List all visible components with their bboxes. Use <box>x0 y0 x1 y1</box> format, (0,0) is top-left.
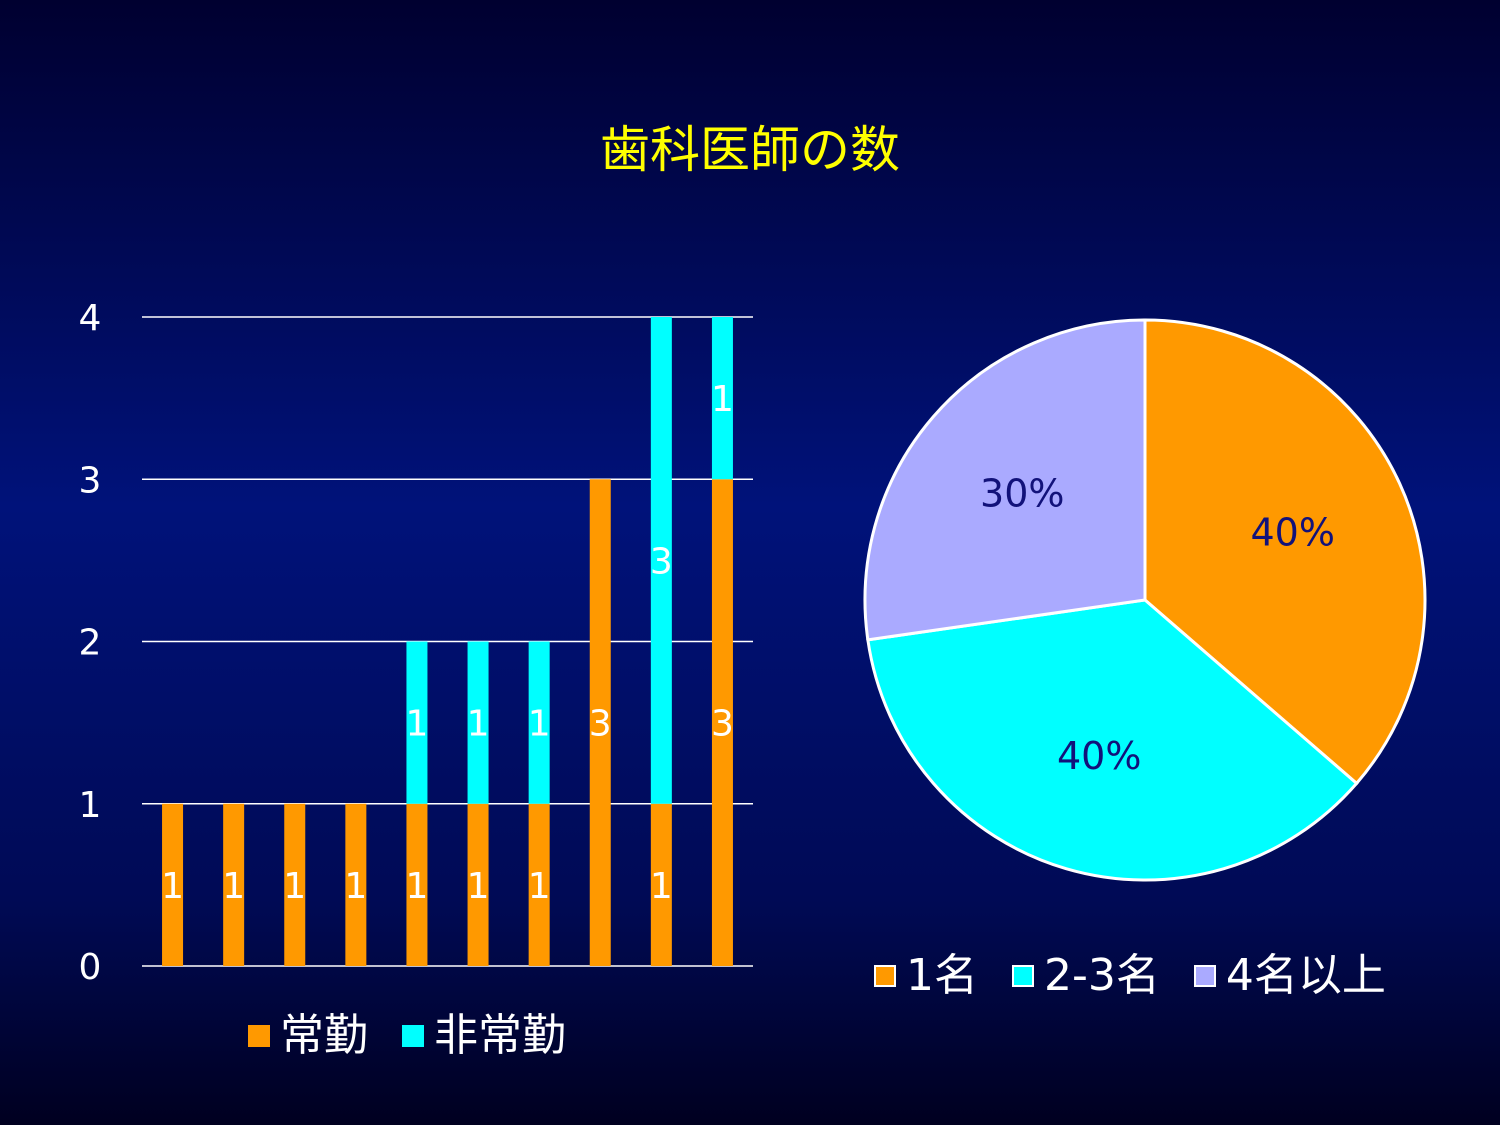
bar-segment-part-time <box>467 641 489 804</box>
pie-data-label: 40% <box>1057 734 1141 778</box>
legend-item-part-time: 非常勤 <box>402 1008 566 1064</box>
legend-swatch-one <box>874 965 896 987</box>
legend-label-two-three: 2-3名 <box>1044 950 1160 1001</box>
legend-label-full-time: 常勤 <box>280 1010 368 1061</box>
bar-segment-part-time <box>406 641 428 804</box>
legend-label-part-time: 非常勤 <box>434 1010 566 1061</box>
legend-swatch-four-plus <box>1193 965 1216 987</box>
bar-data-label: 1 <box>650 866 673 907</box>
bar-data-label: 1 <box>405 866 428 907</box>
chart-title: 歯科医師の数 <box>600 121 900 179</box>
legend-label-one: 1名 <box>906 950 978 1001</box>
legend-item-one: 1名 <box>874 948 978 1004</box>
bar-data-label: 1 <box>161 866 184 907</box>
pie-slice-2 <box>863 318 1147 642</box>
bar-segment-full-time <box>650 803 672 966</box>
y-tick-label: 0 <box>79 947 102 988</box>
bar-data-label: 1 <box>222 866 245 907</box>
bar-segment-full-time <box>406 803 428 966</box>
bar-segment-part-time <box>711 317 733 480</box>
bar-data-label: 1 <box>467 704 490 745</box>
bar-segment-full-time <box>345 803 367 966</box>
bar-segment-full-time <box>589 479 611 966</box>
bar-data-label: 1 <box>467 866 490 907</box>
legend-label-four-plus: 4名以上 <box>1225 950 1386 1001</box>
bar-data-label: 3 <box>589 704 612 745</box>
y-tick-label: 1 <box>79 785 102 826</box>
legend-swatch-part-time <box>402 1025 424 1047</box>
pie-legend: 1名 2-3名 4名以上 <box>874 948 1420 1004</box>
bar-segment-full-time <box>284 803 306 966</box>
bar-data-label: 1 <box>528 866 551 907</box>
legend-swatch-full-time <box>248 1025 270 1047</box>
bar-segment-full-time <box>528 803 550 966</box>
bar-segment-full-time <box>467 803 489 966</box>
y-tick-label: 3 <box>79 460 102 501</box>
bar-data-label: 1 <box>344 866 367 907</box>
pie-slice-1 <box>866 598 1359 882</box>
pie-data-label: 30% <box>980 472 1064 516</box>
legend-item-four-plus: 4名以上 <box>1193 948 1386 1004</box>
bar-segment-full-time <box>711 479 733 966</box>
bar-segment-full-time <box>223 803 245 966</box>
bar-segment-full-time <box>162 803 184 966</box>
bar-data-label: 1 <box>283 866 306 907</box>
bar-data-label: 1 <box>711 379 734 420</box>
legend-swatch-two-three <box>1012 965 1034 987</box>
legend-item-full-time: 常勤 <box>248 1008 368 1064</box>
bar-data-label: 3 <box>650 541 673 582</box>
bar-legend: 常勤 非常勤 <box>248 1008 600 1064</box>
legend-item-two-three: 2-3名 <box>1012 948 1160 1004</box>
bar-data-label: 1 <box>528 704 551 745</box>
bar-segment-part-time <box>650 317 672 804</box>
bar-segment-part-time <box>528 641 550 804</box>
y-tick-label: 4 <box>79 298 102 339</box>
bar-data-label: 1 <box>405 704 428 745</box>
bar-data-label: 3 <box>711 704 734 745</box>
y-tick-label: 2 <box>79 623 102 664</box>
pie-slice-0 <box>1143 318 1427 786</box>
pie-data-label: 40% <box>1250 511 1334 555</box>
